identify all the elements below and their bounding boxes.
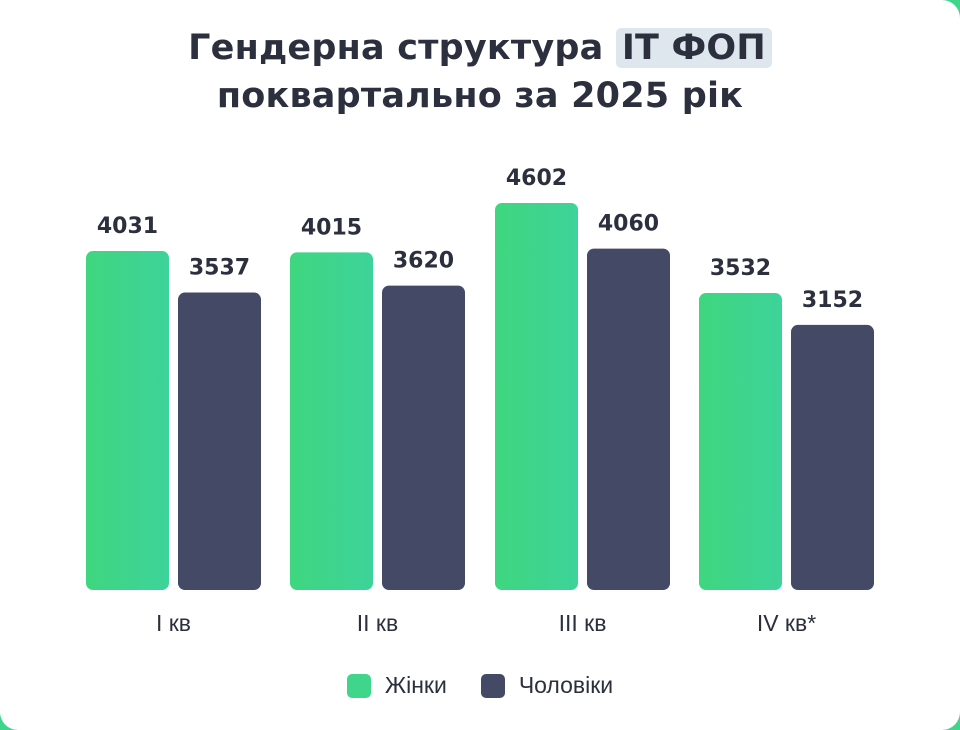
value-label-men-q3: 4060 bbox=[598, 212, 659, 237]
bar-women-q4 bbox=[699, 292, 782, 590]
value-label-women-q3: 4602 bbox=[506, 166, 567, 191]
legend-swatch-women bbox=[346, 673, 371, 698]
category-label-q3: III кв bbox=[559, 610, 607, 636]
legend-swatch-men bbox=[480, 673, 505, 698]
value-label-men-q4: 3152 bbox=[802, 288, 863, 313]
value-label-men-q2: 3620 bbox=[393, 249, 454, 274]
legend-item-women: Жінки bbox=[346, 672, 447, 699]
bar-women-q3 bbox=[495, 203, 578, 590]
legend-label-women: Жінки bbox=[384, 672, 447, 698]
bar-men-q1 bbox=[178, 292, 261, 590]
value-label-women-q1: 4031 bbox=[97, 214, 158, 239]
value-labels-group: 4031 3537 4015 3620 4602 4060 3532 3152 bbox=[97, 166, 863, 313]
category-label-q2: II кв bbox=[357, 610, 398, 636]
title-highlight: IT ФОП bbox=[615, 28, 772, 68]
title-line-2: поквартально за 2025 рік bbox=[216, 76, 744, 116]
category-labels-group: I кв II кв III кв IV кв* bbox=[156, 610, 816, 636]
value-label-men-q1: 3537 bbox=[189, 256, 250, 281]
value-label-women-q2: 4015 bbox=[301, 215, 362, 240]
legend: Жінки Чоловіки bbox=[0, 672, 960, 699]
chart-title: Гендерна структура IT ФОП поквартально з… bbox=[0, 24, 960, 120]
bar-men-q4 bbox=[791, 324, 874, 590]
legend-item-men: Чоловіки bbox=[480, 672, 614, 699]
legend-label-men: Чоловіки bbox=[518, 672, 614, 698]
value-label-women-q4: 3532 bbox=[710, 256, 771, 281]
category-label-q4: IV кв* bbox=[757, 610, 816, 636]
bars-group bbox=[86, 203, 874, 591]
bar-women-q2 bbox=[290, 252, 373, 590]
title-line-1: Гендерна структура bbox=[188, 28, 616, 68]
bar-men-q2 bbox=[382, 285, 465, 590]
category-label-q1: I кв bbox=[156, 610, 191, 636]
bar-men-q3 bbox=[587, 248, 670, 591]
bar-women-q1 bbox=[86, 251, 169, 591]
